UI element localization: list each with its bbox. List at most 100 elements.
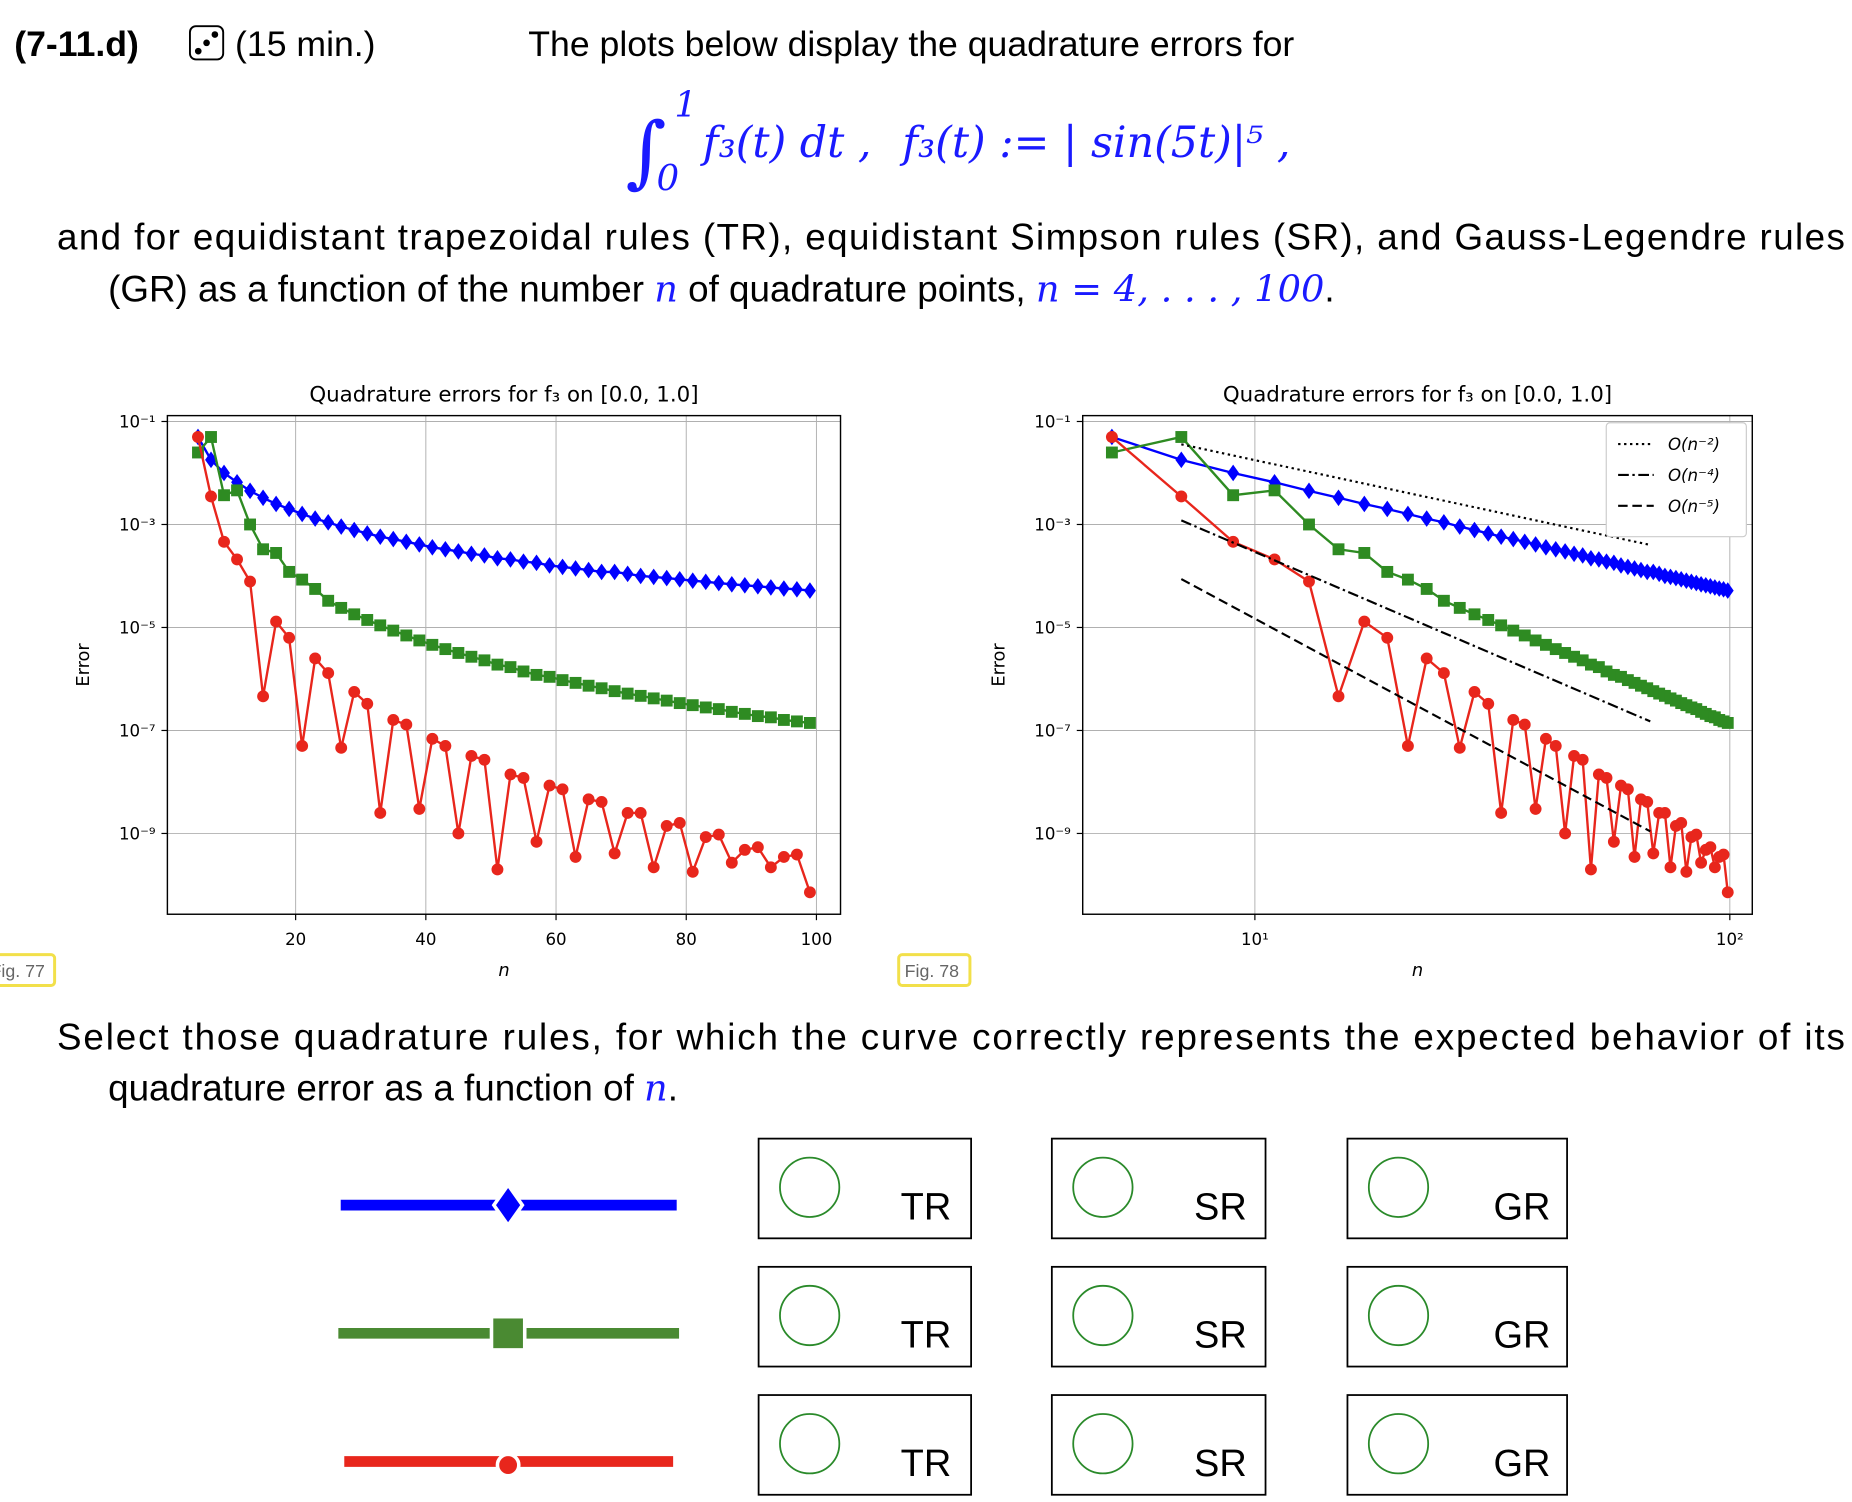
option-box[interactable] [1050, 1394, 1267, 1496]
marker [1549, 740, 1562, 752]
marker [1721, 886, 1734, 899]
marker [296, 573, 309, 586]
marker [738, 843, 751, 856]
figure-label-box [897, 953, 972, 987]
option-label: SR [1194, 1186, 1247, 1228]
y-tick-label: 10⁻⁷ [119, 721, 156, 740]
marker [699, 831, 712, 844]
option-box[interactable] [757, 1137, 973, 1240]
marker [244, 575, 257, 588]
radio-button[interactable] [779, 1156, 841, 1218]
marker [1621, 783, 1634, 796]
marker [1518, 629, 1531, 642]
text: of quadrature points, [678, 269, 1036, 310]
marker [465, 750, 478, 762]
marker [1227, 489, 1240, 502]
marker [1680, 865, 1693, 878]
marker [1453, 601, 1466, 614]
marker [1507, 624, 1520, 637]
series-line [1180, 519, 1651, 723]
marker [231, 553, 243, 566]
marker [400, 629, 413, 642]
time-estimate: (15 min.) [235, 24, 376, 64]
marker [712, 574, 725, 592]
legend-label: O(n⁻⁵) [1668, 497, 1720, 516]
radio-button[interactable] [779, 1284, 841, 1347]
curve-icon [344, 1452, 674, 1478]
formula-left: f₃(t) dt , [700, 118, 872, 168]
marker [1401, 573, 1414, 586]
marker [348, 608, 361, 621]
marker [582, 793, 595, 806]
marker [1592, 551, 1605, 568]
option-box[interactable] [1346, 1394, 1568, 1496]
marker [517, 771, 530, 784]
marker [777, 714, 790, 726]
marker [673, 697, 686, 710]
marker [192, 446, 204, 459]
marker [1495, 807, 1508, 819]
marker [556, 674, 569, 687]
math: n [654, 268, 678, 311]
marker [1401, 740, 1414, 752]
marker [504, 551, 517, 568]
radio-button[interactable] [1072, 1413, 1134, 1475]
radio-button[interactable] [1072, 1284, 1134, 1347]
marker [647, 861, 660, 874]
marker [1482, 697, 1495, 710]
marker [335, 601, 348, 614]
marker [348, 521, 361, 539]
marker [1437, 514, 1450, 531]
option-box[interactable] [1050, 1265, 1267, 1368]
radio-button[interactable] [1367, 1284, 1430, 1347]
chart: 20 40 60 80 100 10⁻⁹ 10⁻⁷ 10⁻⁵ 10⁻³ 10⁻¹ Quadratur… [73, 382, 842, 981]
marker [1303, 518, 1315, 531]
marker [660, 819, 673, 832]
radio-button[interactable] [779, 1413, 841, 1475]
radio-button[interactable] [1367, 1156, 1430, 1218]
figure-label: Fig. 78 [905, 961, 960, 981]
math: n [644, 1067, 668, 1110]
option-box[interactable] [757, 1394, 973, 1496]
marker [686, 699, 699, 712]
marker [426, 638, 439, 651]
marker [257, 690, 270, 703]
marker [582, 679, 595, 692]
curve-icon [340, 1181, 677, 1229]
marker [1708, 861, 1721, 874]
marker [491, 863, 504, 876]
marker [634, 807, 647, 819]
marker [1559, 647, 1572, 659]
marker [1647, 847, 1660, 860]
marker [452, 647, 465, 659]
legend-label: O(n⁻⁴) [1668, 466, 1720, 485]
marker [1585, 658, 1597, 671]
dice-icon [188, 25, 225, 61]
marker [1482, 525, 1495, 542]
marker [244, 518, 257, 531]
y-axis-label: Error [73, 643, 94, 687]
marker [1468, 686, 1481, 698]
marker [1721, 717, 1734, 729]
marker [673, 571, 686, 588]
marker [1549, 643, 1562, 656]
option-box[interactable] [1346, 1137, 1568, 1240]
option-box[interactable] [1050, 1137, 1267, 1240]
radio-button[interactable] [1072, 1156, 1134, 1218]
marker [309, 652, 322, 665]
option-box[interactable] [1346, 1265, 1568, 1368]
marker [439, 643, 452, 656]
marker [647, 568, 660, 586]
option-label: GR [1493, 1315, 1550, 1357]
marker [283, 631, 296, 644]
y-tick-label: 10⁻⁵ [1034, 618, 1071, 637]
radio-button[interactable] [1367, 1413, 1430, 1475]
marker [387, 714, 400, 726]
marker [764, 711, 777, 724]
option-box[interactable] [757, 1265, 973, 1368]
option-label: TR [901, 1315, 952, 1357]
figure-label: Fig. 77 [0, 961, 45, 981]
marker [1227, 464, 1240, 482]
marker [1695, 856, 1708, 869]
